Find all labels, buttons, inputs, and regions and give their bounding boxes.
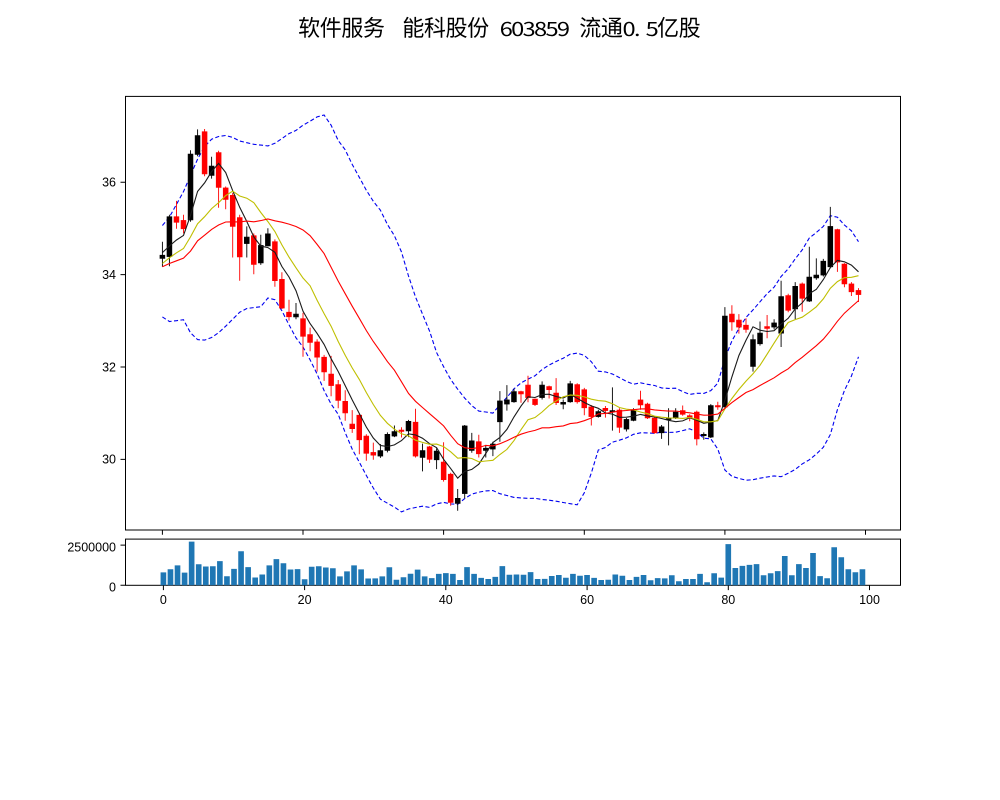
svg-text:100: 100: [859, 593, 880, 607]
svg-text:0: 0: [109, 580, 116, 594]
svg-text:2500000: 2500000: [67, 540, 116, 554]
svg-text:34: 34: [102, 268, 116, 282]
svg-text:20: 20: [298, 593, 312, 607]
svg-text:30: 30: [102, 453, 116, 467]
svg-text:36: 36: [102, 176, 116, 190]
svg-text:80: 80: [721, 593, 735, 607]
svg-text:40: 40: [439, 593, 453, 607]
svg-text:32: 32: [102, 360, 116, 374]
svg-text:60: 60: [580, 593, 594, 607]
svg-text:0: 0: [160, 593, 167, 607]
